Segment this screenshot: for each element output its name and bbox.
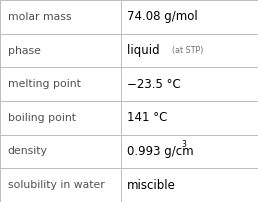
- Text: 74.08 g/mol: 74.08 g/mol: [127, 10, 198, 23]
- Text: 3: 3: [181, 140, 186, 149]
- Text: solubility in water: solubility in water: [8, 180, 104, 190]
- Text: −23.5 °C: −23.5 °C: [127, 78, 181, 91]
- Text: 0.993 g/cm: 0.993 g/cm: [127, 145, 194, 158]
- Text: miscible: miscible: [127, 179, 176, 192]
- Text: 141 °C: 141 °C: [127, 111, 167, 124]
- Text: liquid: liquid: [127, 44, 164, 57]
- Text: molar mass: molar mass: [8, 12, 71, 22]
- Text: density: density: [8, 146, 48, 157]
- Text: melting point: melting point: [8, 79, 80, 89]
- Text: (at STP): (at STP): [172, 46, 204, 55]
- Text: boiling point: boiling point: [8, 113, 76, 123]
- Text: phase: phase: [8, 45, 41, 56]
